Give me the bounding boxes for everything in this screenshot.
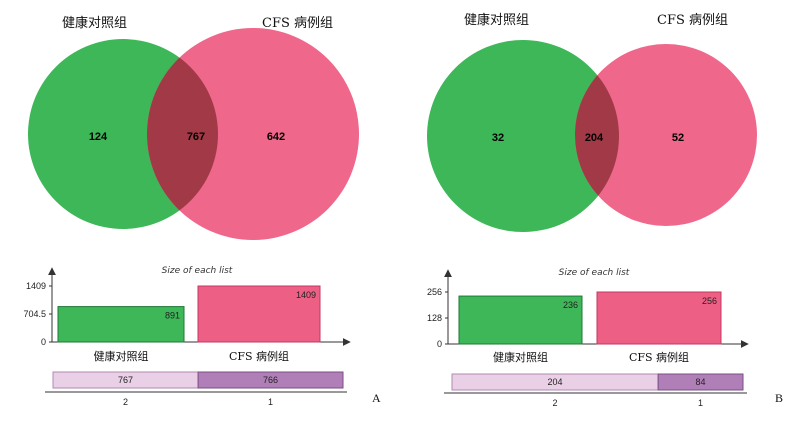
panel-letter: A [372,391,381,405]
y-tick-label: 704.5 [23,309,46,319]
overlap-region [147,39,218,229]
venn-panel-b: 健康对照组 CFS 病例组 32 204 52 Size of each list 256 1… [427,12,783,408]
y-tick-label: 1409 [26,281,46,291]
y-tick-label: 0 [41,337,46,347]
intersection-box [197,371,344,389]
y-tick-label: 128 [427,313,442,323]
size-category-label: 健康对照组 [493,350,548,364]
panel-letter: B [775,391,783,405]
region-count: 52 [672,132,684,144]
set-title: 健康对照组 [464,12,529,28]
region-count: 767 [187,131,205,143]
size-chart-title: Size of each list [559,268,630,278]
region-count: 642 [267,131,285,143]
set-circle [575,44,757,226]
size-category-label: CFS 病例组 [229,349,289,363]
size-category-label: CFS 病例组 [629,350,689,364]
intersection-value: 767 [118,375,133,385]
intersection-value: 84 [696,377,706,387]
venn-panel-a: 健康对照组 CFS 病例组 124 767 642 Size of each list 14… [23,15,381,407]
size-bar-label: 891 [165,311,180,321]
set-circle [427,40,619,232]
region-count: 32 [492,132,504,144]
size-category-label: 健康对照组 [94,349,149,363]
set-title: CFS 病例组 [657,13,728,28]
degree-label: 1 [268,397,273,407]
intersection-value: 204 [548,377,563,387]
region-count: 124 [89,131,108,143]
set-title: CFS 病例组 [262,16,333,31]
intersection-value: 766 [263,375,278,385]
size-bar [57,306,185,343]
size-bar [197,285,321,343]
size-bar [596,291,722,345]
intersection-box [657,373,744,391]
size-chart-title: Size of each list [162,266,233,276]
degree-label: 1 [698,398,703,408]
size-bar-label: 236 [563,300,578,310]
size-bar [458,295,583,345]
set-title: 健康对照组 [62,15,127,31]
y-tick-label: 0 [437,339,442,349]
region-count: 204 [585,132,604,144]
size-bar-label: 256 [702,296,717,306]
size-bar-label: 1409 [296,290,316,300]
degree-label: 2 [123,397,128,407]
y-tick-label: 256 [427,287,442,297]
degree-label: 2 [553,398,558,408]
